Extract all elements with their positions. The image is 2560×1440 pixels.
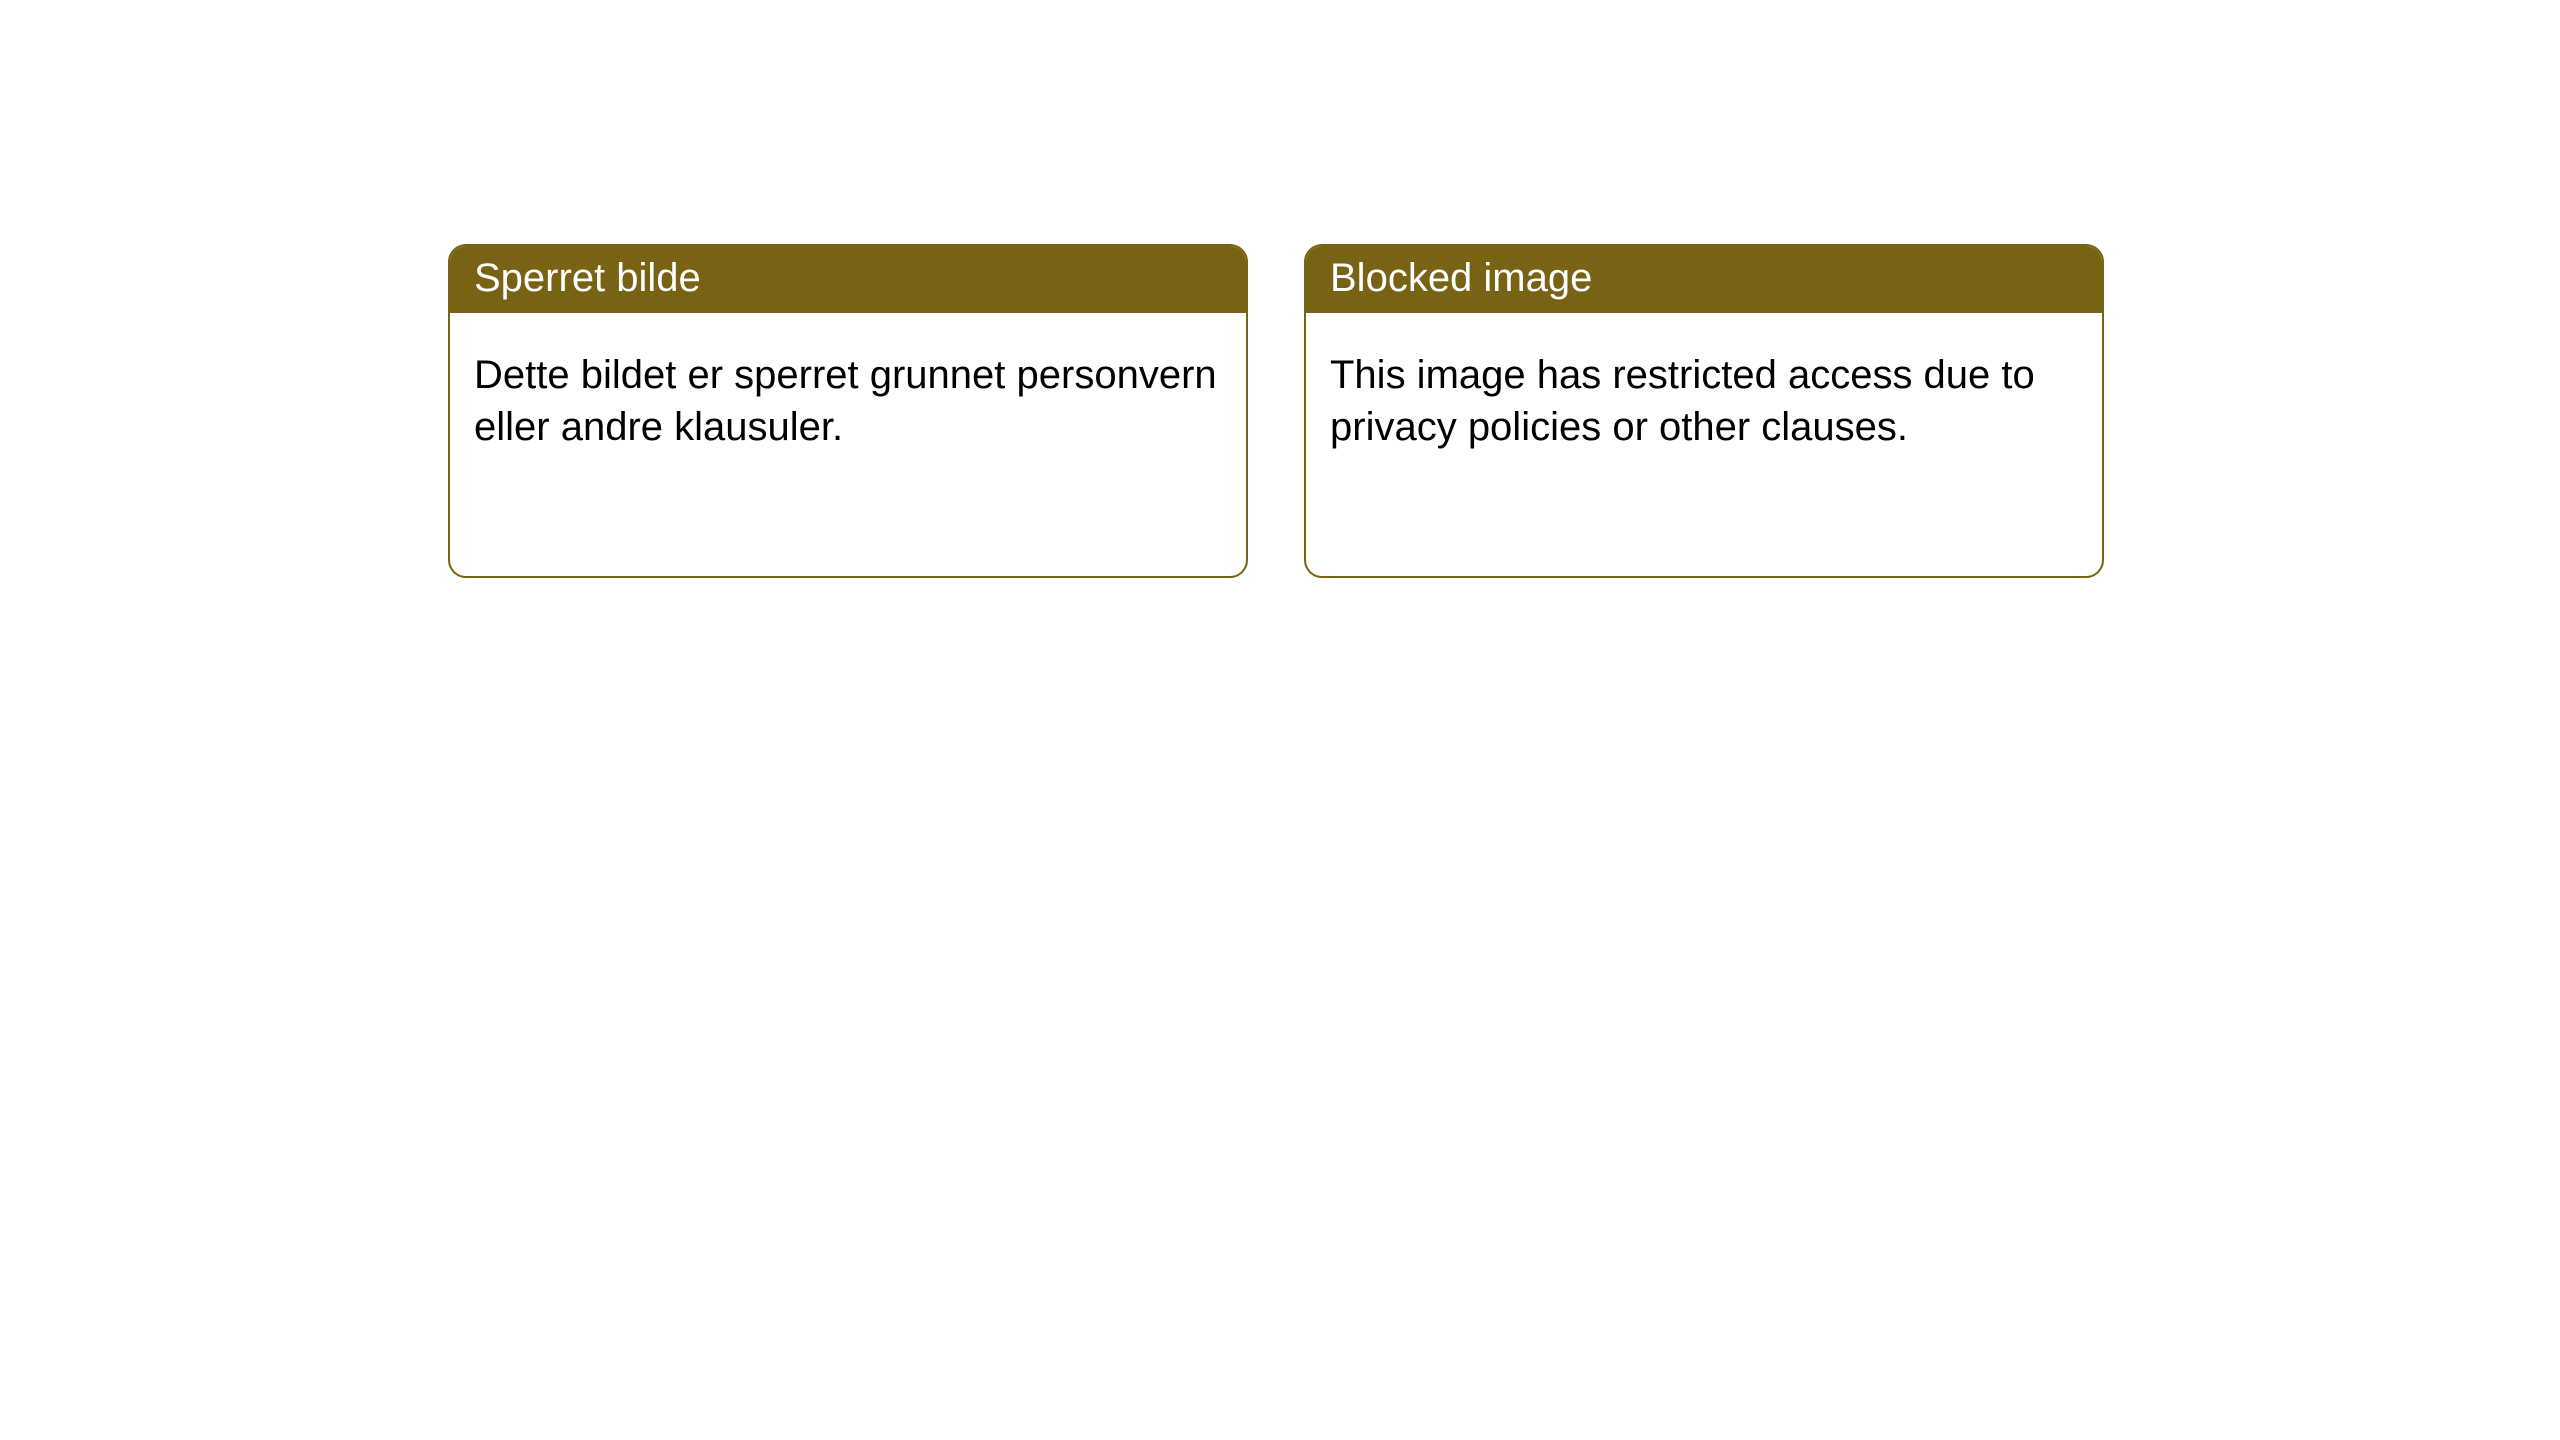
notice-cards-container: Sperret bilde Dette bildet er sperret gr…: [0, 0, 2560, 578]
card-title: Blocked image: [1306, 246, 2102, 313]
card-body: This image has restricted access due to …: [1306, 313, 2102, 477]
card-title: Sperret bilde: [450, 246, 1246, 313]
blocked-image-card-en: Blocked image This image has restricted …: [1304, 244, 2104, 578]
card-body: Dette bildet er sperret grunnet personve…: [450, 313, 1246, 477]
blocked-image-card-no: Sperret bilde Dette bildet er sperret gr…: [448, 244, 1248, 578]
